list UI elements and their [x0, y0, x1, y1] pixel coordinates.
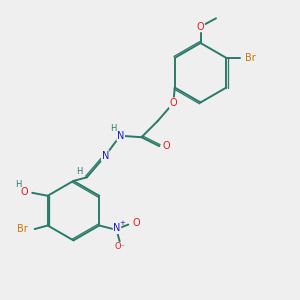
Text: Br: Br	[17, 224, 28, 234]
Text: O: O	[162, 141, 170, 151]
Text: H: H	[110, 124, 117, 133]
Text: O: O	[197, 22, 204, 32]
Text: O⁻: O⁻	[115, 242, 125, 251]
Text: H: H	[15, 180, 21, 189]
Text: N: N	[117, 131, 124, 141]
Text: O: O	[20, 187, 28, 197]
Text: N: N	[102, 151, 109, 161]
Text: N: N	[113, 224, 121, 233]
Text: +: +	[119, 220, 125, 226]
Text: O: O	[169, 98, 177, 108]
Text: Br: Br	[245, 53, 256, 63]
Text: H: H	[76, 167, 83, 176]
Text: O: O	[132, 218, 140, 228]
